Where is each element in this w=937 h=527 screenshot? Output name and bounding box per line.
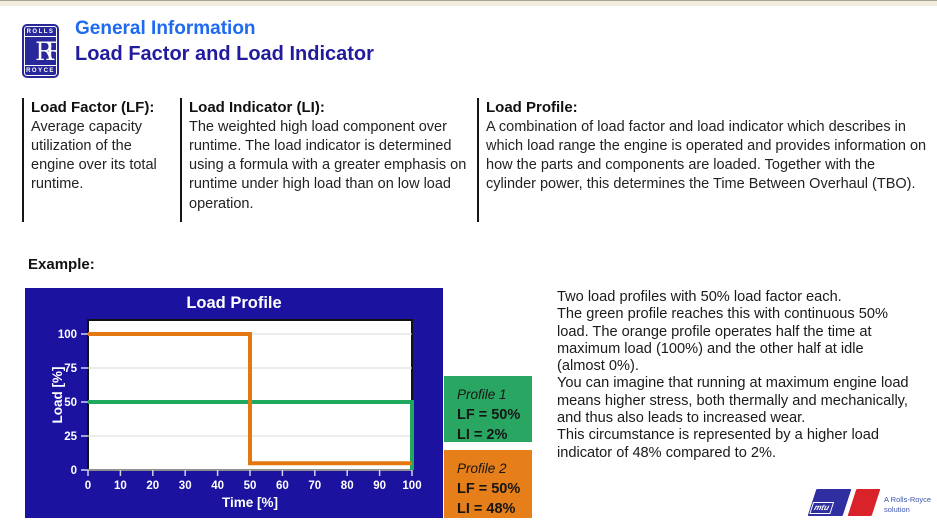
explanation-paragraph: Two load profiles with 50% load factor e… (557, 289, 842, 305)
rolls-royce-logo-frame: ROLLS RR ROYCE (24, 26, 57, 76)
svg-text:50: 50 (244, 480, 257, 492)
mtu-logo-blue-shape: mtu (807, 489, 852, 516)
svg-text:100: 100 (402, 480, 421, 492)
chart-title: Load Profile (186, 294, 282, 312)
svg-text:80: 80 (341, 480, 354, 492)
mtu-logo-red-shape (847, 489, 881, 516)
legend-load-indicator-value: LI = 2% (457, 427, 508, 443)
explanation-paragraph: This circumstance is represented by a hi… (557, 427, 880, 461)
svg-text:20: 20 (146, 480, 159, 492)
header: General Information Load Factor and Load… (75, 17, 374, 67)
explanation-text: Two load profiles with 50% load factor e… (557, 289, 913, 462)
svg-text:50: 50 (64, 397, 77, 409)
definition-term: Load Profile: (486, 99, 578, 116)
explanation-paragraph: The green profile reaches this with cont… (557, 306, 888, 375)
rolls-royce-logo: ROLLS RR ROYCE (22, 24, 59, 78)
definition-load-profile: Load Profile: A combination of load fact… (477, 98, 927, 222)
definition-term: Load Factor (LF): (31, 99, 155, 116)
definition-text: Average capacity utilization of the engi… (31, 118, 157, 193)
page-subtitle: General Information (75, 18, 256, 39)
legend-profile-1: Profile 1 LF = 50% LI = 2% (444, 376, 532, 443)
mtu-tagline: A Rolls-Royce solution (884, 489, 931, 515)
load-profile-chart: 0 25 50 75 100 0 10 20 30 40 50 60 70 80 90 100 Time [%]… (25, 288, 443, 518)
svg-text:0: 0 (85, 480, 91, 492)
svg-text:0: 0 (71, 465, 77, 477)
svg-text:60: 60 (276, 480, 289, 492)
definition-text: The weighted high load component over ru… (189, 118, 467, 212)
svg-text:Load [%]: Load [%] (50, 367, 65, 424)
legend-load-indicator-value: LI = 48% (457, 501, 516, 517)
slide-top-border (0, 0, 937, 6)
page-title: Load Factor and Load Indicator (75, 42, 374, 65)
svg-text:30: 30 (179, 480, 192, 492)
svg-text:90: 90 (373, 480, 386, 492)
definition-load-indicator: Load Indicator (LI): The weighted high l… (180, 98, 474, 222)
svg-text:40: 40 (211, 480, 224, 492)
svg-text:10: 10 (114, 480, 127, 492)
svg-text:75: 75 (64, 363, 77, 375)
definition-load-factor: Load Factor (LF): Average capacity utili… (22, 98, 178, 222)
definition-term: Load Indicator (LI): (189, 99, 325, 116)
rolls-royce-logo-top-word: ROLLS (25, 29, 56, 37)
mtu-logo-wordmark: mtu (809, 502, 834, 514)
definition-text: A combination of load factor and load in… (486, 118, 927, 193)
rolls-royce-monogram: RR (35, 36, 56, 66)
load-profile-chart-svg: 0 25 50 75 100 0 10 20 30 40 50 60 70 80 90 100 Time [%]… (50, 319, 422, 510)
example-label: Example: (28, 256, 95, 273)
explanation-paragraph: You can imagine that running at maximum … (557, 375, 909, 427)
mtu-logo: mtu A Rolls-Royce solution (807, 489, 931, 516)
svg-text:70: 70 (308, 480, 321, 492)
mtu-tagline-line1: A Rolls-Royce (884, 495, 932, 504)
legend-load-factor-value: LF = 50% (457, 481, 521, 497)
legend-profile-name: Profile 1 (457, 387, 507, 402)
rolls-royce-logo-bottom-word: ROYCE (25, 65, 56, 75)
mtu-tagline-line2: solution (884, 504, 910, 514)
svg-text:Time [%]: Time [%] (222, 495, 278, 510)
legend-profile-name: Profile 2 (457, 461, 507, 476)
legend-profile-2: Profile 2 LF = 50% LI = 48% (444, 450, 532, 518)
svg-text:25: 25 (64, 431, 77, 443)
svg-text:100: 100 (58, 329, 77, 341)
legend-load-factor-value: LF = 50% (457, 407, 521, 423)
